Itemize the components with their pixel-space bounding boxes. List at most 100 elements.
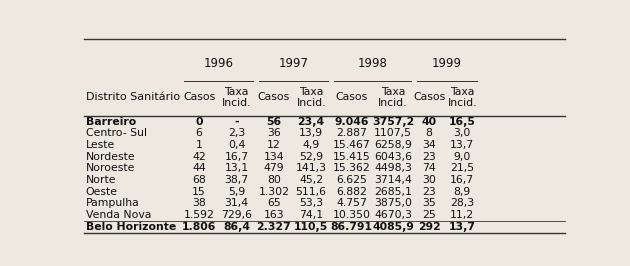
Text: 15.415: 15.415 <box>333 152 370 162</box>
Text: 86,4: 86,4 <box>223 222 250 232</box>
Text: 511,6: 511,6 <box>295 187 327 197</box>
Text: 2.887: 2.887 <box>336 128 367 138</box>
Text: 134: 134 <box>263 152 284 162</box>
Text: 15.467: 15.467 <box>333 140 370 150</box>
Text: 0: 0 <box>195 117 203 127</box>
Text: 11,2: 11,2 <box>450 210 474 220</box>
Text: 10.350: 10.350 <box>333 210 370 220</box>
Text: Distrito Sanitário: Distrito Sanitário <box>86 93 180 102</box>
Text: 6.882: 6.882 <box>336 187 367 197</box>
Text: 74: 74 <box>422 163 436 173</box>
Text: Taxa
Incid.: Taxa Incid. <box>447 87 477 108</box>
Text: 1998: 1998 <box>357 57 387 70</box>
Text: 2,3: 2,3 <box>228 128 245 138</box>
Text: Casos: Casos <box>258 93 290 102</box>
Text: 38: 38 <box>192 198 206 209</box>
Text: 6: 6 <box>196 128 202 138</box>
Text: 28,3: 28,3 <box>450 198 474 209</box>
Text: Oeste: Oeste <box>86 187 118 197</box>
Text: 1.806: 1.806 <box>182 222 216 232</box>
Text: 52,9: 52,9 <box>299 152 323 162</box>
Text: 13,7: 13,7 <box>449 222 476 232</box>
Text: 16,5: 16,5 <box>449 117 476 127</box>
Text: 16,7: 16,7 <box>450 175 474 185</box>
Text: 13,1: 13,1 <box>224 163 248 173</box>
Text: 3,0: 3,0 <box>454 128 471 138</box>
Text: Leste: Leste <box>86 140 115 150</box>
Text: 65: 65 <box>267 198 281 209</box>
Text: 8,9: 8,9 <box>454 187 471 197</box>
Text: Nordeste: Nordeste <box>86 152 135 162</box>
Text: 3714,4: 3714,4 <box>374 175 412 185</box>
Text: 292: 292 <box>418 222 440 232</box>
Text: Casos: Casos <box>335 93 367 102</box>
Text: Casos: Casos <box>413 93 445 102</box>
Text: 729,6: 729,6 <box>221 210 252 220</box>
Text: 1.302: 1.302 <box>258 187 289 197</box>
Text: 2.327: 2.327 <box>256 222 291 232</box>
Text: 21,5: 21,5 <box>450 163 474 173</box>
Text: 30: 30 <box>422 175 436 185</box>
Text: Pampulha: Pampulha <box>86 198 139 209</box>
Text: 1999: 1999 <box>432 57 462 70</box>
Text: 53,3: 53,3 <box>299 198 323 209</box>
Text: 36: 36 <box>267 128 281 138</box>
Text: 23: 23 <box>422 187 436 197</box>
Text: Barreiro: Barreiro <box>86 117 136 127</box>
Text: 44: 44 <box>192 163 206 173</box>
Text: 4.757: 4.757 <box>336 198 367 209</box>
Text: 4,9: 4,9 <box>302 140 320 150</box>
Text: 15.362: 15.362 <box>333 163 370 173</box>
Text: 6043,6: 6043,6 <box>374 152 412 162</box>
Text: 9.046: 9.046 <box>334 117 369 127</box>
Text: 4670,3: 4670,3 <box>374 210 412 220</box>
Text: 45,2: 45,2 <box>299 175 323 185</box>
Text: 2685,1: 2685,1 <box>374 187 412 197</box>
Text: 479: 479 <box>263 163 284 173</box>
Text: 9,0: 9,0 <box>454 152 471 162</box>
Text: 6258,9: 6258,9 <box>374 140 412 150</box>
Text: 141,3: 141,3 <box>295 163 327 173</box>
Text: 23,4: 23,4 <box>297 117 324 127</box>
Text: 68: 68 <box>192 175 206 185</box>
Text: Noroeste: Noroeste <box>86 163 135 173</box>
Text: 163: 163 <box>263 210 284 220</box>
Text: 3875,0: 3875,0 <box>374 198 412 209</box>
Text: Centro- Sul: Centro- Sul <box>86 128 147 138</box>
Text: 56: 56 <box>266 117 282 127</box>
Text: Taxa
Incid.: Taxa Incid. <box>222 87 251 108</box>
Text: 0,4: 0,4 <box>228 140 245 150</box>
Text: 4085,9: 4085,9 <box>372 222 414 232</box>
Text: 6.625: 6.625 <box>336 175 367 185</box>
Text: 8: 8 <box>426 128 433 138</box>
Text: 3757,2: 3757,2 <box>372 117 414 127</box>
Text: 1997: 1997 <box>278 57 308 70</box>
Text: 12: 12 <box>267 140 281 150</box>
Text: 80: 80 <box>267 175 281 185</box>
Text: 34: 34 <box>422 140 436 150</box>
Text: 35: 35 <box>422 198 436 209</box>
Text: 74,1: 74,1 <box>299 210 323 220</box>
Text: 13,7: 13,7 <box>450 140 474 150</box>
Text: 38,7: 38,7 <box>224 175 248 185</box>
Text: 13,9: 13,9 <box>299 128 323 138</box>
Text: 31,4: 31,4 <box>224 198 248 209</box>
Text: 110,5: 110,5 <box>294 222 328 232</box>
Text: 86.791: 86.791 <box>331 222 372 232</box>
Text: 16,7: 16,7 <box>224 152 248 162</box>
Text: 5,9: 5,9 <box>228 187 245 197</box>
Text: Norte: Norte <box>86 175 116 185</box>
Text: Casos: Casos <box>183 93 215 102</box>
Text: 40: 40 <box>421 117 437 127</box>
Text: Belo Horizonte: Belo Horizonte <box>86 222 176 232</box>
Text: 42: 42 <box>192 152 206 162</box>
Text: 25: 25 <box>422 210 436 220</box>
Text: Taxa
Incid.: Taxa Incid. <box>296 87 326 108</box>
Text: 1107,5: 1107,5 <box>374 128 412 138</box>
Text: 23: 23 <box>422 152 436 162</box>
Text: 1996: 1996 <box>203 57 234 70</box>
Text: 15: 15 <box>192 187 206 197</box>
Text: 1.592: 1.592 <box>184 210 215 220</box>
Text: 4498,3: 4498,3 <box>374 163 412 173</box>
Text: Taxa
Incid.: Taxa Incid. <box>378 87 408 108</box>
